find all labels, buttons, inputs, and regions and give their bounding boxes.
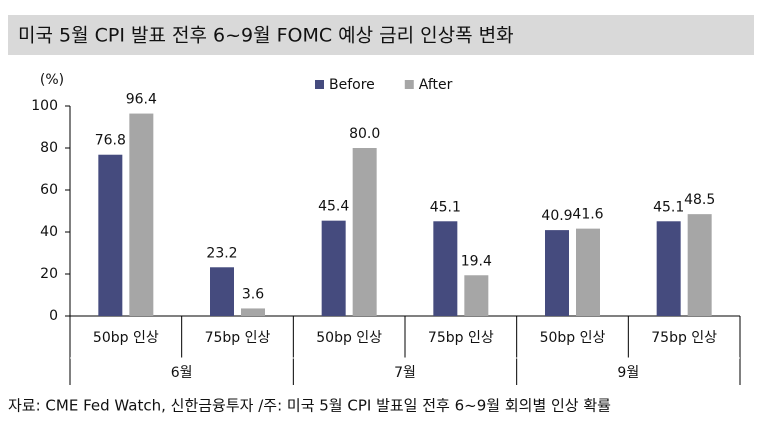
x-tick-label: 75bp 인상: [205, 330, 271, 346]
chart-title: 미국 5월 CPI 발표 전후 6~9월 FOMC 예상 금리 인상폭 변화: [18, 25, 514, 47]
legend-label: Before: [329, 77, 375, 93]
data-label: 80.0: [349, 126, 380, 142]
legend-swatch: [315, 80, 324, 89]
x-tick-label: 75bp 인상: [428, 330, 494, 346]
group-label: 7월: [394, 365, 416, 381]
y-tick-label: 80: [40, 140, 58, 156]
bar: [241, 308, 265, 316]
y-tick-label: 0: [49, 308, 58, 324]
bar: [576, 228, 600, 316]
bar: [656, 221, 681, 316]
data-label: 3.6: [242, 286, 264, 302]
data-label: 23.2: [206, 245, 237, 261]
group-label: 9월: [617, 365, 639, 381]
y-tick-label: 20: [40, 266, 58, 282]
bar: [433, 221, 458, 316]
y-tick-label: 100: [31, 98, 58, 114]
source-note: 자료: CME Fed Watch, 신한금융투자 /주: 미국 5월 CPI …: [8, 397, 611, 415]
bar: [321, 220, 346, 316]
bar: [687, 214, 712, 316]
bar: [545, 230, 569, 316]
legend-label: After: [419, 77, 453, 93]
bar: [352, 148, 377, 316]
data-label: 45.1: [430, 199, 461, 215]
data-label: 48.5: [684, 192, 715, 208]
data-label: 45.4: [318, 199, 349, 215]
legend-swatch: [404, 80, 414, 89]
bar: [129, 113, 154, 316]
data-label: 96.4: [126, 92, 157, 108]
data-label: 40.9: [541, 208, 572, 224]
group-label: 6월: [171, 365, 193, 381]
bar: [210, 267, 234, 316]
y-tick-label: 40: [40, 224, 58, 240]
bar: [464, 275, 489, 316]
data-label: 19.4: [461, 253, 492, 269]
data-label: 76.8: [95, 133, 126, 149]
data-label: 45.1: [653, 199, 684, 215]
x-tick-label: 50bp 인상: [93, 330, 159, 346]
y-axis-label: (%): [40, 72, 64, 88]
y-tick-label: 60: [40, 182, 58, 198]
x-tick-label: 50bp 인상: [316, 330, 382, 346]
bar: [98, 154, 123, 316]
data-label: 41.6: [572, 207, 603, 223]
title-bar: [8, 15, 754, 55]
x-tick-label: 50bp 인상: [540, 330, 606, 346]
x-tick-label: 75bp 인상: [651, 330, 717, 346]
